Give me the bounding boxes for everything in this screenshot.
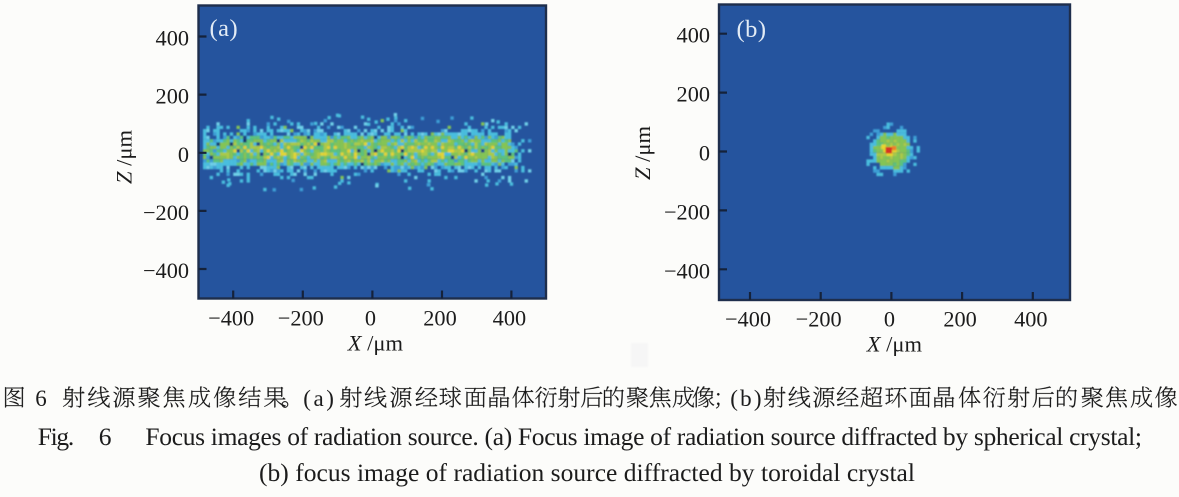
svg-text:−400: −400 — [208, 305, 254, 330]
svg-text:6: 6 — [99, 422, 112, 451]
svg-text:6: 6 — [35, 386, 47, 411]
svg-text:200: 200 — [943, 306, 976, 331]
svg-text:Z /μm: Z /μm — [112, 130, 137, 184]
svg-text:−200: −200 — [664, 199, 710, 224]
svg-text:−400: −400 — [725, 306, 771, 331]
svg-text:200: 200 — [423, 305, 456, 330]
svg-text:0: 0 — [699, 141, 710, 166]
svg-text:Z /μm: Z /μm — [630, 126, 655, 180]
svg-text:Fig.: Fig. — [38, 422, 74, 451]
svg-text:0: 0 — [365, 305, 376, 330]
svg-text:Focus images of radiation sour: Focus images of radiation source. (a) Fo… — [145, 422, 1142, 451]
svg-text:(b): (b) — [730, 386, 763, 411]
svg-text:(a): (a) — [303, 386, 336, 411]
svg-text:(a): (a) — [210, 15, 239, 42]
svg-text:(b) focus image of radiation s: (b) focus image of radiation source diff… — [259, 458, 915, 487]
svg-text:0: 0 — [884, 306, 895, 331]
svg-text:−200: −200 — [143, 200, 189, 225]
svg-text:400: 400 — [493, 305, 526, 330]
svg-text:−200: −200 — [278, 305, 324, 330]
svg-text:400: 400 — [1014, 306, 1047, 331]
svg-text:400: 400 — [677, 23, 710, 48]
svg-text:−400: −400 — [664, 258, 710, 283]
svg-text:−400: −400 — [143, 258, 189, 283]
svg-text:−200: −200 — [796, 306, 842, 331]
svg-text:0: 0 — [178, 142, 189, 167]
svg-text:400: 400 — [156, 26, 189, 51]
svg-text:200: 200 — [156, 84, 189, 109]
svg-text:(b): (b) — [737, 16, 767, 43]
svg-text:X /μm: X /μm — [347, 331, 404, 356]
svg-text:X /μm: X /μm — [866, 332, 923, 357]
svg-text:200: 200 — [677, 82, 710, 107]
